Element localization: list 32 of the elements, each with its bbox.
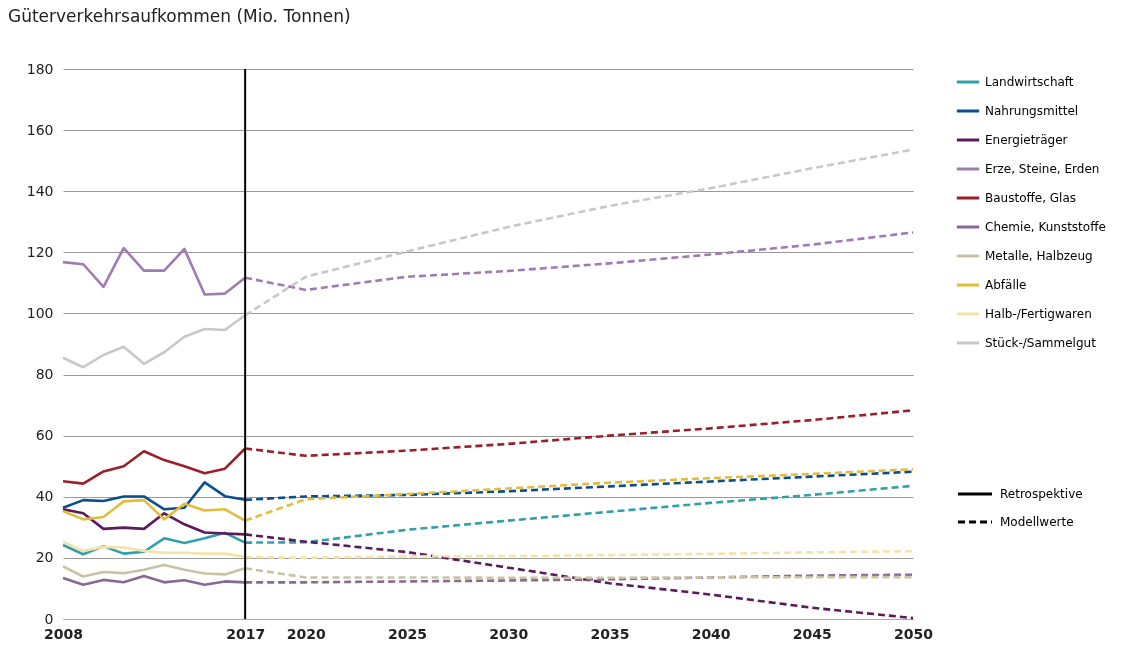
y-tick-label: 100 bbox=[26, 304, 54, 321]
x-tick-label: 2020 bbox=[286, 625, 327, 642]
legend-label: Abfälle bbox=[985, 278, 1027, 292]
x-tick-label: 2017 bbox=[226, 625, 266, 642]
legend-label: Chemie, Kunststoffe bbox=[985, 220, 1106, 234]
text: Retrospektive bbox=[1000, 487, 1083, 501]
legend-label: Nahrungsmittel bbox=[985, 104, 1079, 118]
legend-label: Landwirtschaft bbox=[985, 75, 1074, 89]
y-tick-label: 0 bbox=[44, 610, 54, 627]
y-tick-label: 180 bbox=[26, 60, 54, 77]
x-tick-label: 2040 bbox=[691, 625, 731, 642]
chart-title: Güterverkehrsaufkommen (Mio. Tonnen) bbox=[8, 6, 351, 26]
y-tick-label: 20 bbox=[35, 549, 54, 566]
y-tick-label: 120 bbox=[26, 243, 54, 260]
y-tick-label: 140 bbox=[26, 182, 54, 199]
text: Modellwerte bbox=[1000, 515, 1074, 529]
y-tick-label: 160 bbox=[26, 121, 54, 138]
legend-label: Halb-/Fertigwaren bbox=[985, 307, 1092, 321]
x-tick-label: 2035 bbox=[590, 625, 630, 642]
y-tick-label: 40 bbox=[35, 488, 54, 505]
x-tick-label: 2025 bbox=[388, 625, 428, 642]
y-tick-label: 80 bbox=[35, 366, 54, 383]
legend-label: Baustoffe, Glas bbox=[985, 191, 1077, 205]
legend-label: Metalle, Halbzeug bbox=[985, 249, 1093, 263]
legend-label: Stück-/Sammelgut bbox=[985, 336, 1097, 350]
legend-label: Erze, Steine, Erden bbox=[985, 162, 1100, 176]
x-tick-label: 2030 bbox=[489, 625, 529, 642]
legend-label: Energieträger bbox=[985, 133, 1068, 147]
x-tick-label: 2008 bbox=[44, 625, 83, 642]
x-tick-label: 2045 bbox=[792, 625, 832, 642]
y-tick-label: 60 bbox=[35, 427, 54, 444]
x-tick-label: 2050 bbox=[894, 625, 934, 642]
